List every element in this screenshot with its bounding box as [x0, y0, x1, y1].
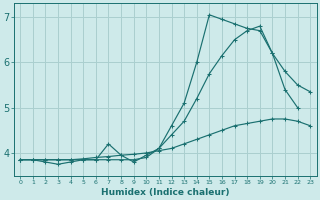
X-axis label: Humidex (Indice chaleur): Humidex (Indice chaleur)	[101, 188, 229, 197]
